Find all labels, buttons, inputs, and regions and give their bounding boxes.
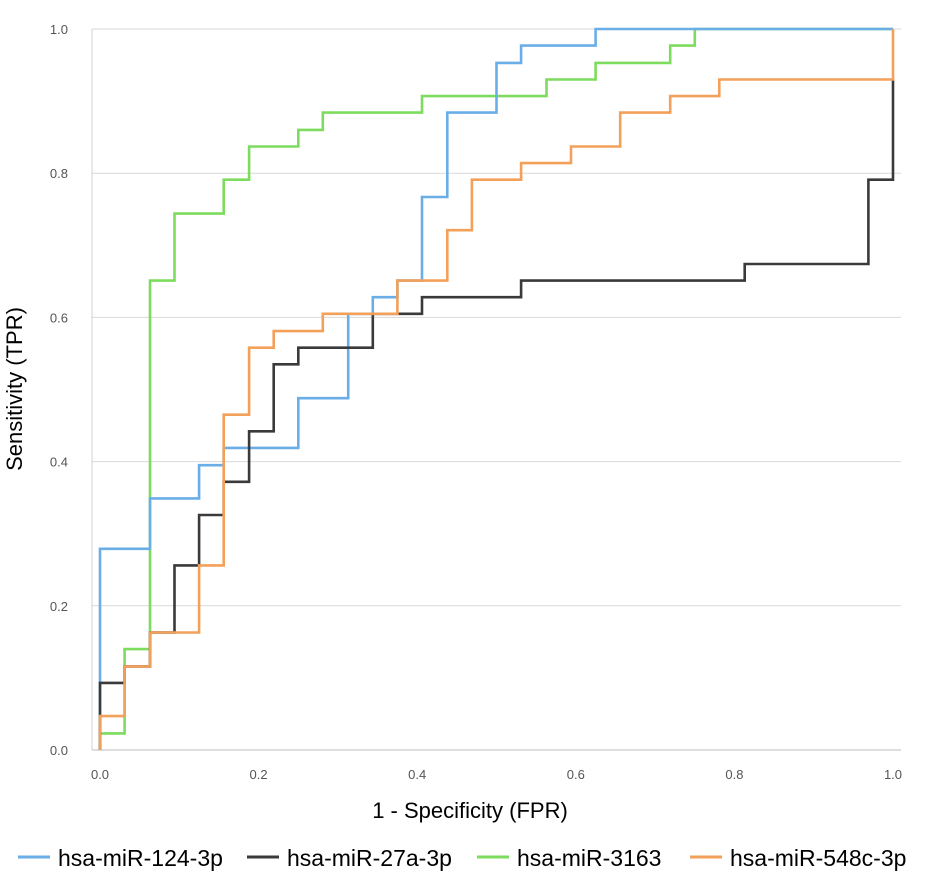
series-line-hsa-miR-3163 xyxy=(98,27,893,750)
y-tick-label: 0.6 xyxy=(50,310,68,325)
y-tick-label: 0.8 xyxy=(50,166,68,181)
x-tick-label: 1.0 xyxy=(884,767,902,782)
series-line-hsa-miR-124-3p xyxy=(98,27,893,750)
x-tick-label: 0.2 xyxy=(250,767,268,782)
x-tick-label: 0.8 xyxy=(725,767,743,782)
y-tick-label: 0.2 xyxy=(50,599,68,614)
y-tick-label: 0.4 xyxy=(50,455,68,470)
x-tick-label: 0.6 xyxy=(567,767,585,782)
legend-item: hsa-miR-124-3p xyxy=(18,845,223,871)
legend-label: hsa-miR-3163 xyxy=(517,845,661,871)
y-axis-title: Sensitivity (TPR) xyxy=(2,307,27,471)
legend-label: hsa-miR-27a-3p xyxy=(287,845,452,871)
series-lines xyxy=(98,27,895,750)
legend-item: hsa-miR-3163 xyxy=(477,845,661,871)
legend-item: hsa-miR-548c-3p xyxy=(690,845,906,871)
tick-labels: 0.0 0.2 0.4 0.6 0.8 1.0 0.0 0.2 0.4 0.6 0.8 1.0 xyxy=(50,22,902,782)
x-axis-title: 1 - Specificity (FPR) xyxy=(372,798,568,823)
y-tick-label: 0.0 xyxy=(50,743,68,758)
legend-label: hsa-miR-124-3p xyxy=(58,845,223,871)
x-tick-label: 0.4 xyxy=(408,767,426,782)
legend-item: hsa-miR-27a-3p xyxy=(247,845,452,871)
legend-label: hsa-miR-548c-3p xyxy=(730,845,906,871)
x-tick-label: 0.0 xyxy=(91,767,109,782)
y-tick-label: 1.0 xyxy=(50,22,68,37)
gridlines xyxy=(92,28,901,607)
series-line-hsa-miR-548c-3p xyxy=(98,29,895,750)
axes xyxy=(91,29,901,751)
legend: hsa-miR-124-3p hsa-miR-27a-3p hsa-miR-3163… xyxy=(18,845,906,871)
